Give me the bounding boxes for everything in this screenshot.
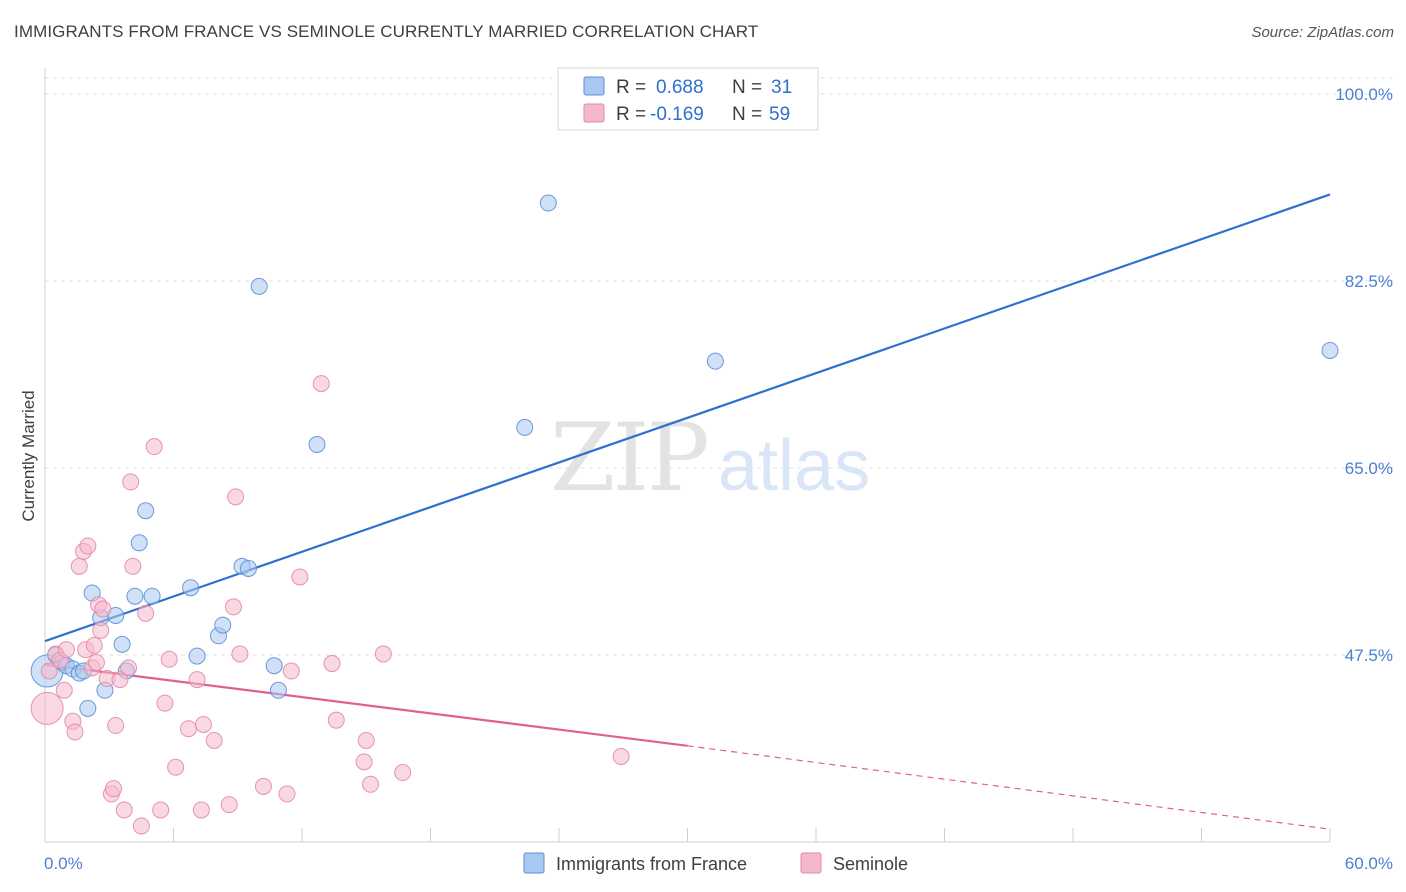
legend-n-value-france: 31 xyxy=(771,77,792,98)
seminole-point xyxy=(394,764,412,782)
seminole-point xyxy=(137,604,155,622)
seminole-point xyxy=(167,758,185,776)
seminole-point xyxy=(357,731,375,749)
france-point xyxy=(516,418,534,436)
legend-n-label-seminole: N = xyxy=(732,104,762,125)
seminole-point xyxy=(192,801,210,819)
trend-lines xyxy=(44,193,1331,830)
france-point xyxy=(130,534,148,552)
seminole-point xyxy=(30,691,64,725)
seminole-point xyxy=(220,796,238,814)
y-tick-label: 82.5% xyxy=(1345,272,1393,291)
france-point xyxy=(250,277,268,295)
seminole-point xyxy=(194,715,212,733)
seminole-point xyxy=(254,777,272,795)
legend-swatch-seminole xyxy=(583,103,605,123)
seminole-point xyxy=(205,731,223,749)
tick-labels: 47.5% 65.0% 82.5% 100.0% 0.0% 60.0% xyxy=(44,85,1393,873)
seminole-point xyxy=(224,598,242,616)
france-point xyxy=(188,647,206,665)
seminole-point xyxy=(122,473,140,491)
france-trend-line xyxy=(44,193,1331,643)
seminole-point xyxy=(612,748,630,766)
seminole-trend-extension xyxy=(687,745,1331,830)
seminole-point xyxy=(231,645,249,663)
seminole-point xyxy=(282,662,300,680)
bottom-legend-swatch-seminole xyxy=(800,852,822,874)
series-legend: Immigrants from France Seminole xyxy=(523,852,908,874)
seminole-point xyxy=(152,801,170,819)
seminole-point xyxy=(94,600,112,618)
seminole-point xyxy=(55,681,73,699)
seminole-point xyxy=(323,655,341,673)
france-point xyxy=(113,635,131,653)
france-point xyxy=(143,587,161,605)
france-point xyxy=(182,579,200,597)
seminole-point xyxy=(105,780,123,798)
seminole-point xyxy=(87,653,105,671)
source-label: Source: ZipAtlas.com xyxy=(1251,24,1394,41)
seminole-point xyxy=(156,694,174,712)
seminole-point xyxy=(40,662,58,680)
seminole-point xyxy=(111,671,129,689)
france-point xyxy=(539,194,557,212)
seminole-point xyxy=(227,488,245,506)
seminole-point xyxy=(132,817,150,835)
france-point xyxy=(126,587,144,605)
chart-title: IMMIGRANTS FROM FRANCE VS SEMINOLE CURRE… xyxy=(14,22,759,41)
seminole-point xyxy=(70,557,88,575)
seminole-point xyxy=(120,659,138,677)
seminole-point xyxy=(85,636,103,654)
france-point xyxy=(265,657,283,675)
seminole-point xyxy=(327,711,345,729)
seminole-point xyxy=(92,621,110,639)
seminole-point xyxy=(362,775,380,793)
france-point xyxy=(706,352,724,370)
legend-swatch-france xyxy=(583,76,605,96)
watermark-zip: ZIP xyxy=(550,404,707,513)
seminole-point xyxy=(179,720,197,738)
x-tick-label-max: 60.0% xyxy=(1345,854,1393,873)
bottom-legend-label-seminole: Seminole xyxy=(833,854,908,874)
seminole-point xyxy=(66,723,84,741)
france-point xyxy=(239,559,257,577)
y-tick-label: 100.0% xyxy=(1335,85,1393,104)
france-point xyxy=(308,436,326,454)
y-tick-label: 47.5% xyxy=(1345,646,1393,665)
seminole-trend-line xyxy=(44,663,688,747)
legend-r-value-france: 0.688 xyxy=(656,77,704,98)
seminole-point xyxy=(355,753,373,771)
x-tick-label-min: 0.0% xyxy=(44,854,83,873)
seminole-point xyxy=(374,645,392,663)
seminole-point xyxy=(312,375,330,393)
france-point xyxy=(79,699,97,717)
bottom-legend-label-france: Immigrants from France xyxy=(556,854,747,874)
watermark-atlas: atlas xyxy=(718,426,870,506)
france-point xyxy=(1321,341,1339,359)
legend-n-value-seminole: 59 xyxy=(769,104,790,125)
france-point xyxy=(137,502,155,520)
legend-r-value-seminole: -0.169 xyxy=(650,104,704,125)
correlation-legend: R = 0.688 N = 31 R = -0.169 N = 59 xyxy=(557,67,819,131)
seminole-point xyxy=(115,801,133,819)
seminole-point xyxy=(107,717,125,735)
seminole-point xyxy=(188,671,206,689)
seminole-point xyxy=(278,785,296,803)
legend-r-label-france: R = xyxy=(616,77,646,98)
seminole-point xyxy=(79,537,97,555)
seminole-point xyxy=(145,438,163,456)
france-point xyxy=(214,616,232,634)
y-axis-label: Currently Married xyxy=(19,390,38,521)
seminole-point xyxy=(124,557,142,575)
seminole-point xyxy=(160,650,178,668)
legend-r-label-seminole: R = xyxy=(616,104,646,125)
seminole-point xyxy=(291,568,309,586)
bottom-legend-swatch-france xyxy=(523,852,545,874)
y-tick-label: 65.0% xyxy=(1345,459,1393,478)
seminole-point xyxy=(57,641,75,659)
data-points xyxy=(30,194,1339,835)
france-point xyxy=(269,681,287,699)
legend-n-label-france: N = xyxy=(732,77,762,98)
